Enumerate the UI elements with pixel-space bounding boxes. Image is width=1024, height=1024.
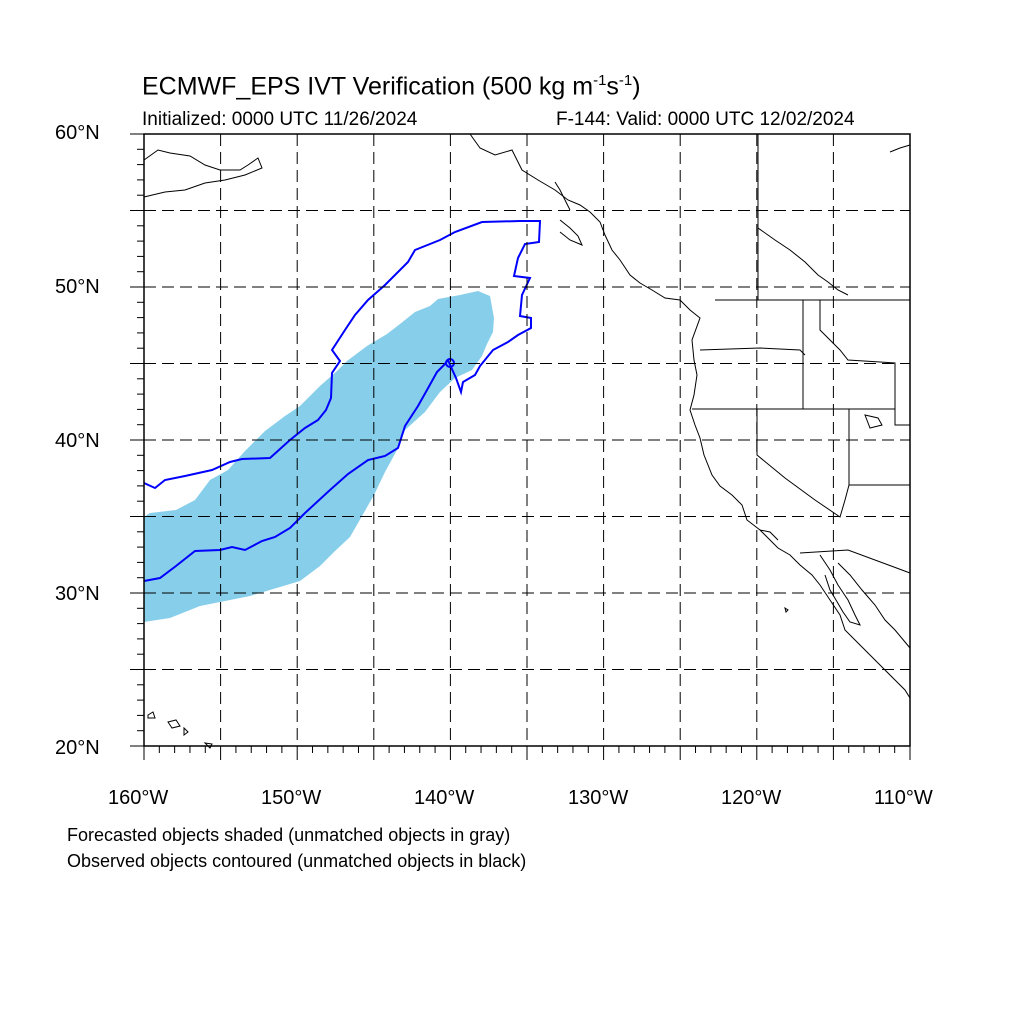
forecast-note: Forecasted objects shaded (unmatched obj… [67,825,511,845]
forecast-object [144,291,494,622]
lat-label-50: 50°N [55,276,100,298]
map-title: ECMWF_EPS IVT Verification (500 kg m-1s-… [142,72,641,101]
lat-label-60: 60°N [55,122,100,144]
map-frame [143,133,911,747]
lon-label-140w: 140°W [414,787,475,809]
initialized-time: Initialized: 0000 UTC 11/26/2024 [142,109,418,130]
lon-label-150w: 150°W [261,787,322,809]
lon-label-130w: 130°W [568,787,629,809]
lon-label-160w: 160°W [108,787,169,809]
observed-note: Observed objects contoured (unmatched ob… [67,851,527,871]
observed-contour [143,220,542,582]
lat-label-20: 20°N [55,737,100,759]
lat-label-40: 40°N [55,430,100,452]
coastlines [143,133,911,749]
lon-label-110w: 110°W [874,787,933,809]
state-borders [692,134,911,574]
lon-label-120w: 120°W [721,787,782,809]
valid-time: F-144: Valid: 0000 UTC 12/02/2024 [556,109,855,130]
lat-label-30: 30°N [55,583,100,605]
